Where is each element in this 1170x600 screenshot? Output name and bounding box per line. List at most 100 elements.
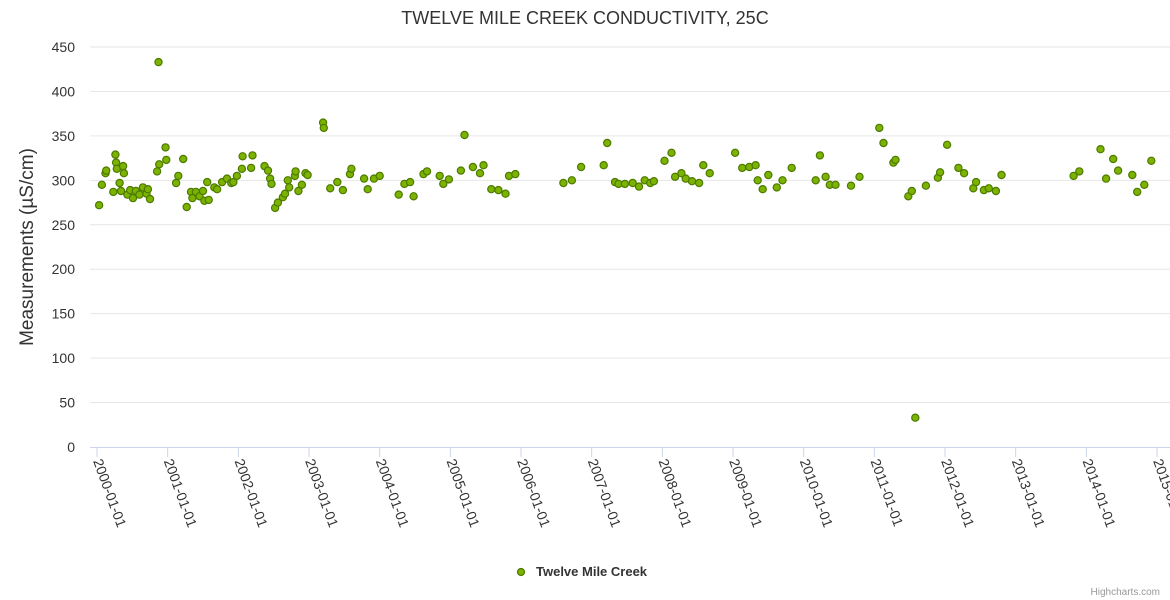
data-point[interactable] bbox=[94, 200, 104, 210]
data-point[interactable] bbox=[984, 184, 994, 193]
data-point[interactable] bbox=[567, 176, 577, 185]
legend[interactable]: Twelve Mile Creek bbox=[516, 564, 648, 579]
data-point[interactable] bbox=[921, 181, 931, 190]
data-point[interactable] bbox=[764, 170, 773, 180]
data-point[interactable] bbox=[1069, 171, 1078, 181]
data-point[interactable] bbox=[787, 163, 796, 173]
data-point[interactable] bbox=[559, 178, 568, 188]
data-point[interactable] bbox=[444, 175, 454, 184]
data-point[interactable] bbox=[232, 171, 242, 181]
data-point[interactable] bbox=[1147, 156, 1156, 165]
data-point[interactable] bbox=[178, 154, 188, 164]
data-point[interactable] bbox=[263, 166, 273, 175]
data-point[interactable] bbox=[182, 202, 191, 212]
data-point[interactable] bbox=[283, 176, 292, 185]
data-point[interactable] bbox=[338, 185, 348, 195]
data-point[interactable] bbox=[291, 167, 300, 176]
data-point[interactable] bbox=[634, 182, 644, 191]
data-point[interactable] bbox=[815, 151, 825, 160]
data-point[interactable] bbox=[753, 176, 762, 185]
data-point[interactable] bbox=[699, 160, 708, 170]
data-point[interactable] bbox=[738, 163, 747, 173]
data-point[interactable] bbox=[405, 177, 415, 187]
data-point[interactable] bbox=[456, 166, 466, 175]
data-point[interactable] bbox=[101, 166, 111, 175]
data-point[interactable] bbox=[831, 180, 840, 189]
data-point[interactable] bbox=[238, 152, 247, 161]
data-point[interactable] bbox=[439, 179, 448, 189]
data-point[interactable] bbox=[1128, 170, 1137, 180]
data-point[interactable] bbox=[204, 195, 213, 205]
data-point[interactable] bbox=[109, 187, 118, 197]
data-point[interactable] bbox=[670, 172, 680, 181]
data-point[interactable] bbox=[116, 186, 126, 196]
data-point[interactable] bbox=[435, 171, 444, 181]
data-point[interactable] bbox=[363, 184, 372, 194]
data-point[interactable] bbox=[248, 151, 257, 160]
data-point[interactable] bbox=[751, 160, 760, 170]
data-point[interactable] bbox=[475, 168, 485, 178]
data-point[interactable] bbox=[875, 123, 884, 133]
data-point[interactable] bbox=[677, 168, 686, 178]
data-point[interactable] bbox=[115, 178, 124, 188]
data-point[interactable] bbox=[576, 162, 586, 172]
data-point[interactable] bbox=[599, 160, 608, 170]
data-point[interactable] bbox=[487, 184, 496, 194]
data-point[interactable] bbox=[511, 169, 520, 179]
data-point[interactable] bbox=[1108, 154, 1118, 164]
data-point[interactable] bbox=[297, 180, 307, 189]
legend-marker[interactable] bbox=[516, 567, 526, 577]
data-point[interactable] bbox=[935, 168, 945, 177]
data-point[interactable] bbox=[154, 57, 163, 67]
data-point[interactable] bbox=[154, 160, 164, 169]
data-point[interactable] bbox=[879, 138, 888, 148]
data-point[interactable] bbox=[118, 161, 128, 171]
data-point[interactable] bbox=[687, 176, 697, 186]
data-point[interactable] bbox=[119, 168, 129, 178]
data-point[interactable] bbox=[198, 186, 208, 196]
data-point[interactable] bbox=[705, 168, 714, 178]
data-point[interactable] bbox=[991, 186, 1001, 196]
data-point[interactable] bbox=[954, 163, 963, 173]
data-point[interactable] bbox=[333, 177, 342, 187]
data-point[interactable] bbox=[326, 184, 335, 193]
data-point[interactable] bbox=[347, 164, 356, 173]
data-point[interactable] bbox=[409, 192, 418, 201]
data-point[interactable] bbox=[1101, 174, 1111, 183]
data-point[interactable] bbox=[628, 178, 637, 188]
data-point[interactable] bbox=[229, 177, 238, 187]
data-point[interactable] bbox=[1075, 167, 1084, 176]
data-point[interactable] bbox=[778, 176, 787, 185]
data-point[interactable] bbox=[667, 148, 676, 157]
data-point[interactable] bbox=[359, 174, 369, 183]
data-point[interactable] bbox=[758, 184, 767, 194]
data-point[interactable] bbox=[273, 198, 283, 207]
data-point[interactable] bbox=[267, 179, 276, 189]
data-point[interactable] bbox=[174, 171, 183, 181]
data-point[interactable] bbox=[911, 413, 920, 422]
data-point[interactable] bbox=[171, 178, 181, 188]
data-point[interactable] bbox=[212, 184, 222, 194]
data-point[interactable] bbox=[660, 156, 669, 165]
data-point[interactable] bbox=[1132, 187, 1142, 197]
data-point[interactable] bbox=[162, 155, 171, 165]
data-point[interactable] bbox=[143, 184, 153, 194]
data-point[interactable] bbox=[1113, 166, 1123, 175]
data-point[interactable] bbox=[145, 194, 155, 204]
data-point[interactable] bbox=[161, 143, 170, 152]
data-point[interactable] bbox=[294, 186, 303, 196]
data-point[interactable] bbox=[821, 172, 830, 181]
credits-link[interactable]: Highcharts.com bbox=[1091, 587, 1160, 598]
data-point[interactable] bbox=[152, 167, 162, 176]
data-point[interactable] bbox=[942, 140, 952, 149]
data-point[interactable] bbox=[620, 179, 630, 189]
data-point[interactable] bbox=[97, 180, 107, 189]
data-point[interactable] bbox=[394, 190, 403, 199]
data-point[interactable] bbox=[811, 176, 820, 185]
data-point[interactable] bbox=[694, 178, 704, 188]
data-point[interactable] bbox=[111, 150, 120, 159]
data-point[interactable] bbox=[1096, 144, 1105, 154]
data-point[interactable] bbox=[846, 181, 856, 190]
data-point[interactable] bbox=[603, 138, 612, 148]
data-point[interactable] bbox=[997, 170, 1006, 180]
